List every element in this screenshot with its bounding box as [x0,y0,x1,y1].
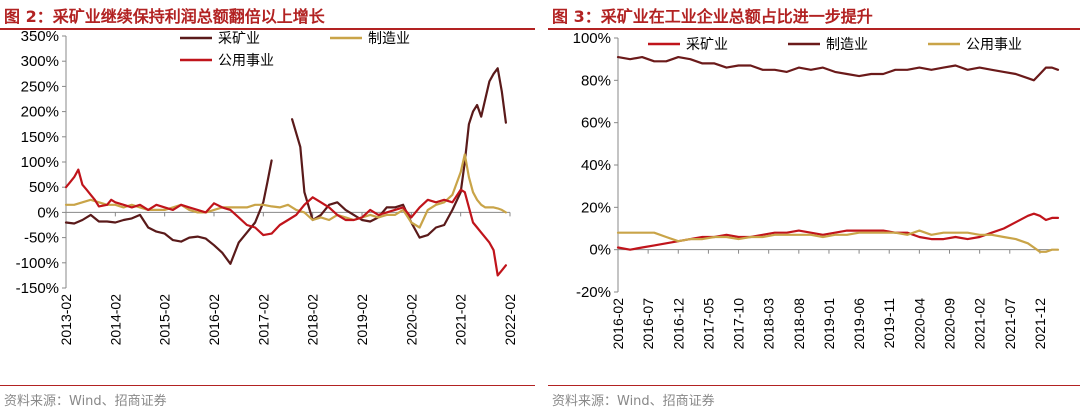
y-tick-label: -50% [24,230,59,247]
series-line-2 [64,168,507,277]
y-tick-label: 150% [21,129,59,146]
y-tick-label: 0% [589,242,611,259]
series-line-0 [616,212,1060,251]
x-tick-label: 2016-02 [206,294,222,346]
x-tick-label: 2019-02 [354,294,370,346]
x-tick-label: 2021-12 [1032,298,1048,350]
source-bar: 资料来源：Wind、招商证券 [0,385,535,410]
legend-label: 制造业 [368,30,410,46]
y-tick-label: 20% [581,199,611,216]
y-tick-label: 60% [581,115,611,132]
y-tick-label: 0% [37,204,59,221]
x-tick-label: 2015-02 [157,294,173,346]
x-tick-label: 2020-02 [403,294,419,346]
y-tick-label: 300% [21,53,59,70]
x-tick-label: 2016-12 [670,298,686,350]
y-tick-label: 350% [21,30,59,45]
x-tick-label: 2022-02 [502,294,518,346]
x-tick-label: 2013-02 [58,294,74,346]
legend-label: 制造业 [826,36,868,52]
legend-label: 公用事业 [966,36,1022,52]
y-tick-label: 200% [21,104,59,121]
x-tick-label: 2017-10 [731,298,747,350]
y-tick-label: 100% [573,30,611,47]
series-line-2 [616,229,1060,253]
x-tick-label: 2020-09 [942,298,958,350]
chart-panel-profit-share: 图 3：采矿业在工业企业总额占比进一步提升 -20% 0% 20% 40% 60% 80%… [548,0,1080,409]
source-bar: 资料来源：Wind、招商证券 [548,385,1080,410]
x-tick-label: 2020-04 [911,298,927,350]
x-tick-label: 2021-02 [453,294,469,346]
chart-panel-profit-growth: 图 2：采矿业继续保持利润总额翻倍以上增长 -150% -100% -50% 0% 50… [0,0,535,409]
series-line-1 [616,56,1060,82]
x-tick-label: 2021-07 [1002,298,1018,350]
x-tick-label: 2014-02 [107,294,123,346]
x-tick-label: 2016-07 [640,298,656,350]
chart-title-bar: 图 2：采矿业继续保持利润总额翻倍以上增长 [0,0,535,30]
x-tick-label: 2018-02 [305,294,321,346]
y-tick-label: -100% [16,255,59,272]
legend-label: 采矿业 [686,36,728,52]
x-tick-label: 2017-05 [700,298,716,350]
x-tick-label: 2018-08 [791,298,807,350]
y-tick-label: 250% [21,78,59,95]
y-tick-label: -20% [576,284,611,301]
source-note: 资料来源：Wind、招商证券 [552,394,715,409]
chart-title: 图 2：采矿业继续保持利润总额翻倍以上增长 [4,7,325,26]
x-tick-label: 2021-02 [972,298,988,350]
source-note: 资料来源：Wind、招商证券 [4,394,167,409]
x-tick-label: 2019-06 [851,298,867,350]
y-tick-label: 80% [581,72,611,89]
series-line-0 [64,67,507,265]
y-tick-label: 40% [581,157,611,174]
legend-label: 公用事业 [218,52,274,68]
x-tick-label: 2018-03 [761,298,777,350]
y-tick-label: -150% [16,280,59,297]
x-tick-label: 2019-11 [881,298,897,349]
x-tick-label: 2017-02 [255,294,271,346]
y-tick-label: 100% [21,154,59,171]
x-tick-label: 2016-02 [610,298,626,350]
x-tick-label: 2019-01 [821,298,837,350]
chart-title-bar: 图 3：采矿业在工业企业总额占比进一步提升 [548,0,1080,30]
legend-label: 采矿业 [218,30,260,46]
profit-share-line-chart: -20% 0% 20% 40% 60% 80% 100% 2016-02 2016-07 2016… [573,30,1060,350]
y-tick-label: 50% [29,179,59,196]
profit-growth-line-chart: -150% -100% -50% 0% 50% 100% 150% 200% 250% 300% 3… [16,30,518,346]
chart-title: 图 3：采矿业在工业企业总额占比进一步提升 [552,7,873,26]
series-line-1 [64,153,507,229]
